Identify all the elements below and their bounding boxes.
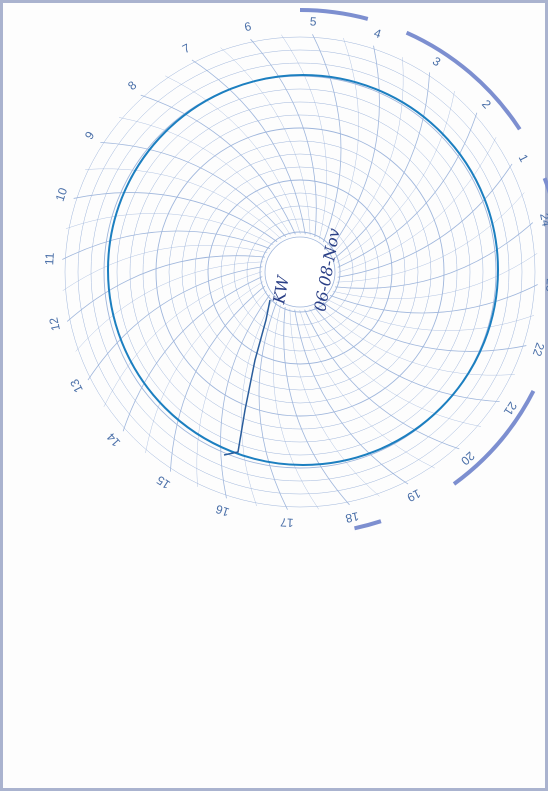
grid-arc — [191, 59, 306, 235]
grid-arc — [334, 222, 534, 289]
grid-arc — [196, 290, 268, 487]
grid-arc — [336, 90, 455, 263]
hour-label: 11 — [42, 252, 57, 265]
grid-arc — [337, 163, 513, 278]
pen-trace — [223, 299, 271, 456]
hour-label: 7 — [180, 41, 193, 57]
grid-circle — [259, 231, 341, 313]
grid-arc — [122, 276, 263, 432]
grid-arc — [313, 306, 500, 403]
hour-label: 17 — [280, 515, 294, 530]
grid-arc — [332, 253, 538, 299]
grid-arc — [87, 266, 263, 381]
grid-arc — [100, 141, 287, 238]
hour-label: 6 — [243, 19, 253, 34]
grid-arc — [332, 57, 404, 254]
grid — [62, 8, 548, 531]
hour-label: 4 — [372, 26, 383, 41]
hour-label: 14 — [104, 430, 124, 450]
grid-arc — [118, 117, 291, 236]
center-hole — [264, 236, 336, 308]
recorded-trace — [107, 74, 499, 466]
grid-arc — [309, 308, 482, 427]
handwritten-note: KW — [269, 273, 293, 306]
grid-circle — [90, 62, 510, 482]
hour-label: 19 — [404, 486, 423, 505]
grid-circle — [168, 140, 432, 404]
outer-band — [299, 8, 369, 21]
grid-arc — [103, 271, 263, 407]
grid-circle — [64, 36, 536, 508]
hour-label: 5 — [309, 14, 317, 28]
grid-circle — [194, 166, 406, 378]
grid-arc — [73, 192, 278, 242]
grid-arc — [337, 112, 478, 268]
grid-arc — [62, 245, 268, 291]
grid-arc — [250, 38, 317, 238]
grid-circle — [116, 88, 484, 456]
grid-circle — [246, 218, 354, 326]
hour-label: 16 — [214, 502, 231, 520]
grid-arc — [337, 137, 497, 273]
outer-band — [405, 30, 522, 131]
hour-label: 15 — [154, 473, 173, 492]
hour-label: 2 — [479, 97, 494, 112]
hour-label: 9 — [82, 129, 98, 142]
outer-band — [452, 390, 536, 486]
hour-label: 1 — [516, 152, 532, 165]
grid-circle — [220, 192, 380, 352]
grid-arc — [65, 213, 274, 246]
grid-arc — [294, 309, 409, 485]
hour-label: 8 — [125, 78, 140, 93]
grid-arc — [330, 45, 380, 250]
grid-circle — [129, 101, 471, 443]
grid-arc — [336, 192, 525, 283]
hour-label: 22 — [530, 341, 548, 358]
grid-arc — [75, 261, 264, 352]
grid-arc — [241, 298, 274, 507]
grid-arc — [289, 308, 380, 497]
grid-arc — [318, 304, 515, 376]
grid-arc — [304, 309, 460, 450]
grid-arc — [140, 94, 296, 235]
grid-arc — [220, 47, 311, 236]
hour-label: 10 — [53, 186, 71, 203]
hour-label: 12 — [46, 316, 63, 332]
grid-arc — [62, 230, 271, 260]
grid-arc — [145, 281, 264, 454]
hour-label: 24 — [537, 212, 548, 228]
grid-arc — [312, 34, 342, 243]
hour-label: 13 — [67, 376, 86, 395]
grid-arc — [283, 306, 350, 506]
grid-arc — [334, 72, 431, 259]
grid-circle — [233, 205, 367, 339]
grid-circle — [181, 153, 419, 391]
hour-label: 23 — [543, 278, 548, 292]
outer-band — [542, 177, 548, 195]
grid-arc — [66, 255, 266, 322]
grid-arc — [165, 75, 301, 235]
grid-circle — [155, 127, 445, 417]
grid-arc — [85, 168, 282, 240]
grid-arc — [169, 285, 266, 472]
grid-circle — [77, 49, 523, 495]
grid-arc — [273, 304, 319, 510]
grid-arc — [326, 37, 359, 246]
outer-band — [354, 519, 382, 531]
hour-label: 3 — [430, 54, 443, 70]
hour-label: 18 — [344, 509, 360, 526]
grid-arc — [281, 34, 327, 240]
grid-arc — [329, 284, 538, 314]
grid-circle — [142, 114, 458, 430]
grid-arc — [258, 301, 288, 510]
grid-arc — [322, 302, 527, 352]
grid-circle — [207, 179, 393, 365]
grid-arc — [326, 298, 535, 331]
grid-arc — [220, 294, 270, 499]
grid-arc — [299, 309, 435, 469]
